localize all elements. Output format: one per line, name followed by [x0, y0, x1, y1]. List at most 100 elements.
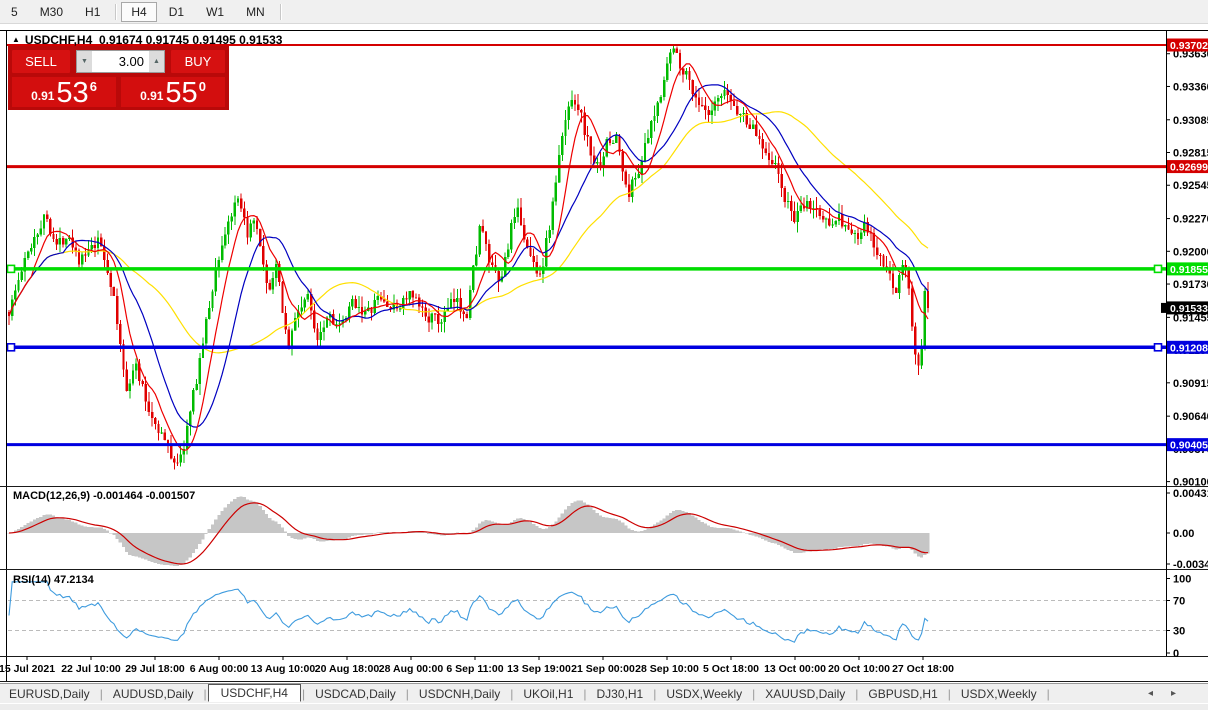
svg-text:0.91208: 0.91208	[1170, 342, 1208, 354]
svg-text:15 Jul 2021: 15 Jul 2021	[0, 663, 55, 675]
hline-handle[interactable]	[6, 343, 16, 352]
svg-text:27 Oct 18:00: 27 Oct 18:00	[892, 663, 954, 675]
svg-text:22 Jul 10:00: 22 Jul 10:00	[61, 663, 121, 675]
tab-separator: |	[752, 686, 756, 701]
ma-mid-line[interactable]	[8, 84, 929, 428]
tab-separator: |	[405, 686, 409, 701]
timeframe-button-d1[interactable]: D1	[168, 4, 185, 19]
timeframe-button-h1[interactable]: H1	[85, 4, 101, 19]
toolbar-separator	[115, 3, 117, 20]
tab-usdx-weekly[interactable]: USDX,Weekly	[666, 686, 743, 701]
volume-increase-icon[interactable]: ▲	[149, 51, 164, 72]
rsi-line	[8, 581, 929, 643]
tab-separator: |	[203, 686, 207, 701]
svg-text:0.91455: 0.91455	[1173, 312, 1208, 324]
tab-separator: |	[583, 686, 587, 701]
sell-price-quote[interactable]: 0.91 53 6	[12, 77, 116, 108]
svg-text:29 Jul 18:00: 29 Jul 18:00	[125, 663, 185, 675]
chart-title: ▲ USDCHF,H4 0.91674 0.91745 0.91495 0.915…	[12, 33, 282, 47]
svg-text:13 Sep 19:00: 13 Sep 19:00	[507, 663, 571, 675]
timeframe-button-h4[interactable]: H4	[121, 1, 157, 22]
svg-text:70: 70	[1173, 596, 1185, 608]
svg-text:5 Oct 18:00: 5 Oct 18:00	[703, 663, 759, 675]
buy-button[interactable]: BUY	[171, 50, 225, 73]
svg-text:20 Aug 18:00: 20 Aug 18:00	[315, 663, 380, 675]
chart-tab-bar: EURUSD,Daily | AUDUSD,Daily | USDCHF,H4 | USDC…	[0, 683, 1208, 703]
timeframe-button-w1[interactable]: W1	[206, 4, 225, 19]
svg-text:0.90405: 0.90405	[1170, 440, 1208, 452]
timeframe-button-m30[interactable]: M30	[39, 4, 64, 19]
svg-text:0.92815: 0.92815	[1173, 148, 1208, 160]
tab-separator: |	[653, 686, 657, 701]
ma-fast-line[interactable]	[8, 63, 929, 452]
tab-eurusd-daily[interactable]: EURUSD,Daily	[9, 686, 90, 701]
tab-ukoil-h1[interactable]: UKOil,H1	[523, 686, 574, 701]
collapse-arrow-icon[interactable]: ▲	[12, 35, 20, 44]
ma-slow-line[interactable]	[8, 111, 929, 354]
svg-text:30: 30	[1173, 626, 1185, 638]
chart-symbol-label: USDCHF,H4	[24, 33, 93, 47]
svg-text:6 Sep 11:00: 6 Sep 11:00	[446, 663, 503, 675]
svg-text:28 Sep 10:00: 28 Sep 10:00	[635, 663, 699, 675]
tab-audusd-daily[interactable]: AUDUSD,Daily	[112, 686, 194, 701]
svg-text:100: 100	[1173, 574, 1191, 586]
svg-text:0: 0	[1173, 648, 1179, 660]
svg-text:0.93702: 0.93702	[1170, 40, 1208, 52]
tab-separator: |	[301, 686, 306, 701]
tab-usdcnh-daily[interactable]: USDCNH,Daily	[418, 686, 501, 701]
svg-text:21 Sep 00:00: 21 Sep 00:00	[571, 663, 635, 675]
svg-text:0.91855: 0.91855	[1170, 264, 1208, 276]
macd-indicator-label: MACD(12,26,9) -0.001464 -0.001507	[13, 490, 196, 502]
timeframe-button-5[interactable]: 5	[11, 4, 18, 19]
sell-button[interactable]: SELL	[12, 50, 70, 73]
buy-price-quote[interactable]: 0.91 55 0	[121, 77, 225, 108]
toolbar-separator	[279, 3, 281, 20]
tab-usdx-weekly[interactable]: USDX,Weekly	[960, 686, 1037, 701]
svg-text:0.93085: 0.93085	[1173, 115, 1208, 127]
svg-text:20 Oct 10:00: 20 Oct 10:00	[828, 663, 890, 675]
hline-handle[interactable]	[1153, 264, 1163, 274]
chart-ohlc-values: 0.91674 0.91745 0.91495 0.91533	[98, 33, 283, 47]
timeframe-button-mn[interactable]: MN	[246, 4, 265, 19]
svg-text:0.00: 0.00	[1173, 528, 1194, 540]
hline-handle[interactable]	[1153, 343, 1163, 352]
hline-handle[interactable]	[6, 264, 16, 274]
tab-xauusd-daily[interactable]: XAUUSD,Daily	[765, 686, 846, 701]
volume-input[interactable]	[92, 51, 149, 72]
svg-text:0.92545: 0.92545	[1173, 180, 1208, 192]
time-axis[interactable]: 15 Jul 2021 22 Jul 10:00 29 Jul 18:00 6 Aug…	[0, 656, 954, 675]
timeframe-toolbar: 5 M30 H1 H4 D1 W1 MN	[0, 0, 1208, 24]
macd-signal-line	[8, 502, 929, 565]
chart-background	[0, 30, 1208, 682]
moving-averages-layer	[8, 63, 929, 452]
tab-gbpusd-h1[interactable]: GBPUSD,H1	[868, 686, 938, 701]
tab-dj30-h1[interactable]: DJ30,H1	[596, 686, 644, 701]
tab-usdchf-h4[interactable]: USDCHF,H4	[207, 683, 301, 702]
tab-scroll-arrows-icon[interactable]: ◂▸	[1147, 688, 1194, 699]
tab-separator: |	[947, 686, 951, 701]
svg-text:13 Oct 00:00: 13 Oct 00:00	[764, 663, 826, 675]
svg-text:6 Aug 00:00: 6 Aug 00:00	[190, 663, 249, 675]
macd-layer	[7, 496, 930, 566]
svg-text:0.92699: 0.92699	[1170, 162, 1208, 174]
svg-text:13 Aug 10:00: 13 Aug 10:00	[251, 663, 316, 675]
volume-decrease-icon[interactable]: ▼	[77, 51, 92, 72]
svg-text:0.00431: 0.00431	[1173, 488, 1208, 500]
volume-spinner: ▼ ▲	[76, 50, 165, 73]
rsi-indicator-label: RSI(14) 47.2134	[13, 574, 94, 586]
current-price-label	[1167, 301, 1208, 315]
indicator-axis: 0.00431 0.00 -0.003405 100 70 30 0	[1166, 488, 1208, 660]
tab-usdcad-daily[interactable]: USDCAD,Daily	[315, 686, 396, 701]
tab-separator: |	[855, 686, 859, 701]
tab-separator: |	[99, 686, 103, 701]
svg-text:0.90915: 0.90915	[1173, 378, 1208, 390]
